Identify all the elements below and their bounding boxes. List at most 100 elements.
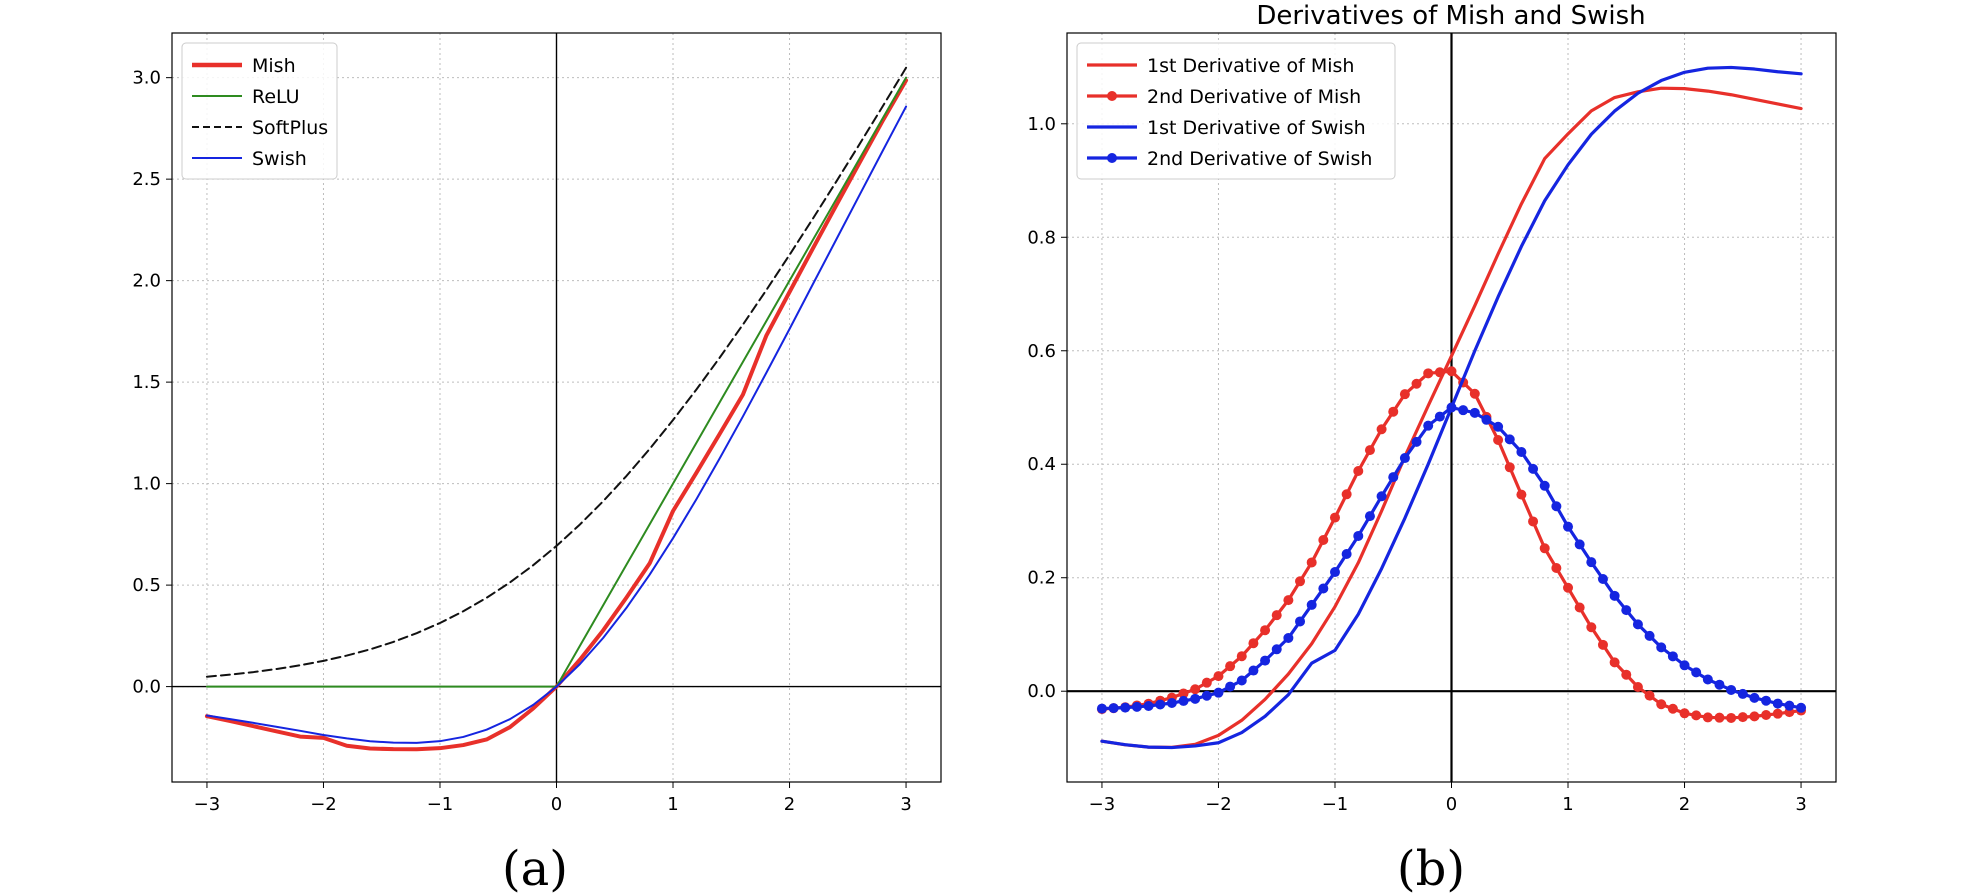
chart-b: −3 −2 −1 0 1 2 3 0.0 0.2 0.4 0.6 0.8 1.0 1st Derivat… [1027,1,1837,896]
data-point [1225,681,1236,692]
data-point [1399,453,1410,464]
data-point [1096,703,1107,714]
legend-label: 1st Derivative of Swish [1147,117,1366,139]
legend-box [1076,42,1396,180]
x-tick-label: −2 [1205,794,1232,815]
data-point [1376,424,1387,435]
data-point [1388,472,1399,483]
x-tick-label: 2 [1679,794,1690,815]
series-line-softplus [205,66,908,678]
data-point [1225,661,1236,672]
data-point [1143,701,1154,712]
data-point [1376,491,1387,502]
legend-box [181,42,338,180]
data-point [1749,711,1760,722]
x-tick-label: −1 [1322,794,1349,815]
data-point [1504,434,1515,445]
x-tick-label: 3 [1795,794,1806,815]
data-point [1493,421,1504,432]
data-point [1318,583,1329,594]
y-tick-label: 0.0 [132,677,161,698]
data-point [1411,436,1422,447]
data-point [1539,480,1550,491]
data-point [1469,407,1480,418]
data-point [1236,675,1247,686]
data-point [1434,411,1445,422]
data-point [1796,702,1807,713]
y-tick-label: 2.5 [132,169,161,190]
chart-b-title: Derivatives of Mish and Swish [1256,1,1645,31]
data-point [1481,414,1492,425]
chart-a-ticks: −3 −2 −1 0 1 2 3 0.0 0.5 1.0 1.5 2.0 2.5 3.0 [132,68,911,815]
data-point [1178,688,1189,699]
data-point [1667,703,1678,714]
data-point [1306,557,1317,568]
data-point [1644,630,1655,641]
data-point [1201,690,1212,701]
data-point [1493,435,1504,446]
chart-b-series [1096,65,1807,750]
data-point [1784,700,1795,711]
x-tick-label: 0 [551,794,562,815]
y-tick-label: 0.2 [1027,568,1056,589]
data-point [1306,599,1317,610]
y-tick-label: 0.8 [1027,227,1056,248]
series-line-swish [205,105,908,744]
data-point [1551,563,1562,574]
data-point [1528,463,1539,474]
data-point [1411,378,1422,389]
data-point [1691,710,1702,721]
data-point [1341,549,1352,560]
x-tick-label: −3 [1089,794,1116,815]
data-point [1574,602,1585,613]
data-point [1632,619,1643,630]
data-point [1539,543,1550,554]
y-tick-label: 0.5 [132,575,161,596]
chart-b-caption: (b) [1397,841,1465,896]
data-point [1213,671,1224,682]
data-point [1597,574,1608,585]
data-point [1248,638,1259,649]
y-tick-label: 2.0 [132,271,161,292]
data-point [1656,699,1667,710]
data-point [1761,695,1772,706]
legend-marker [1107,153,1117,163]
data-point [1399,389,1410,400]
data-point [1609,657,1620,668]
data-point [1329,512,1340,523]
data-point [1586,622,1597,633]
data-point [1283,632,1294,643]
data-point [1131,701,1142,712]
data-point [1190,684,1201,695]
data-point [1295,576,1306,587]
y-tick-label: 1.5 [132,372,161,393]
data-point [1166,698,1177,709]
data-point [1644,690,1655,701]
data-point [1364,511,1375,522]
data-point [1679,708,1690,719]
y-tick-label: 1.0 [1027,114,1056,135]
data-point [1155,699,1166,710]
data-point [1761,710,1772,721]
legend-label: Mish [252,55,296,77]
data-point [1772,698,1783,709]
legend-label: 2nd Derivative of Swish [1147,148,1372,170]
chart-a-caption: (a) [502,841,568,896]
data-point [1726,684,1737,695]
data-point [1621,669,1632,680]
y-tick-label: 0.6 [1027,341,1056,362]
data-point [1632,682,1643,693]
data-point [1388,406,1399,417]
data-point [1364,445,1375,456]
x-tick-label: 3 [900,794,911,815]
x-tick-label: −1 [427,794,454,815]
data-point [1679,660,1690,671]
legend-label: ReLU [252,86,300,108]
data-point [1423,420,1434,431]
chart-a-series [204,66,909,752]
legend-label: SoftPlus [252,117,328,139]
x-tick-label: 2 [784,794,795,815]
data-point [1353,530,1364,541]
data-point [1469,388,1480,399]
data-point [1772,708,1783,719]
